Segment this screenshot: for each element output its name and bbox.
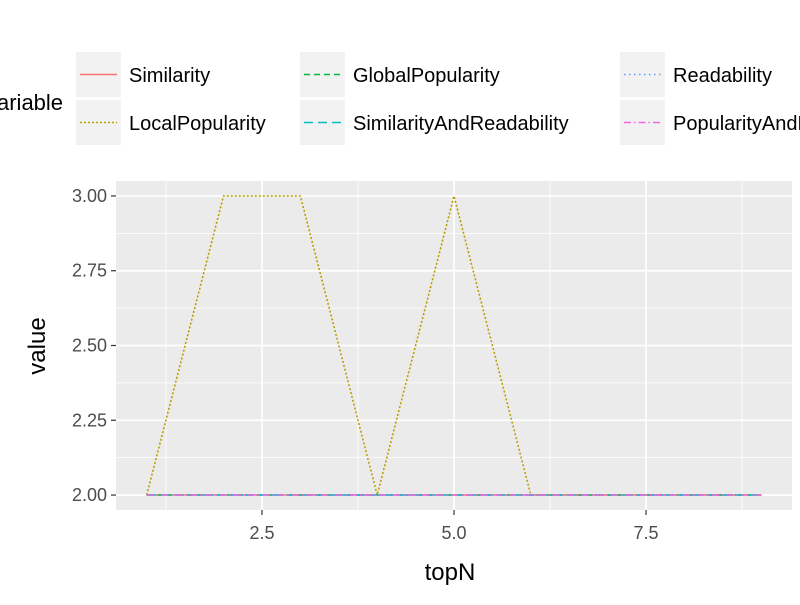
y-tick-label: 2.75 [72, 261, 107, 281]
x-axis-title: topN [425, 559, 476, 586]
legend-label: Readability [673, 65, 772, 87]
x-tick-label: 5.0 [441, 523, 466, 543]
legend-key-box [76, 100, 121, 145]
y-tick-label: 2.00 [72, 485, 107, 505]
y-tick-label: 2.25 [72, 410, 107, 430]
series-lines [145, 195, 762, 496]
legend-key-box [620, 52, 665, 97]
x-axis: 2.5 5.0 7.5 [249, 510, 659, 543]
legend-title: variable [0, 90, 63, 115]
y-tick-label: 2.50 [72, 336, 107, 356]
y-tick-label: 3.00 [72, 186, 107, 206]
y-axis-title: value [24, 317, 51, 374]
legend: variable Similarity GlobalPopularity Reada… [0, 52, 800, 145]
legend-label: PopularityAndReadability [673, 113, 800, 135]
y-axis: 2.00 2.25 2.50 2.75 3.00 [72, 186, 116, 505]
legend-label: SimilarityAndReadability [353, 113, 569, 135]
legend-label: GlobalPopularity [353, 65, 500, 87]
legend-label: LocalPopularity [129, 113, 266, 135]
x-tick-label: 7.5 [634, 523, 659, 543]
legend-label: Similarity [129, 65, 210, 87]
x-tick-label: 2.5 [249, 523, 274, 543]
legend-items: Similarity GlobalPopularity Readability Loc… [76, 52, 800, 145]
